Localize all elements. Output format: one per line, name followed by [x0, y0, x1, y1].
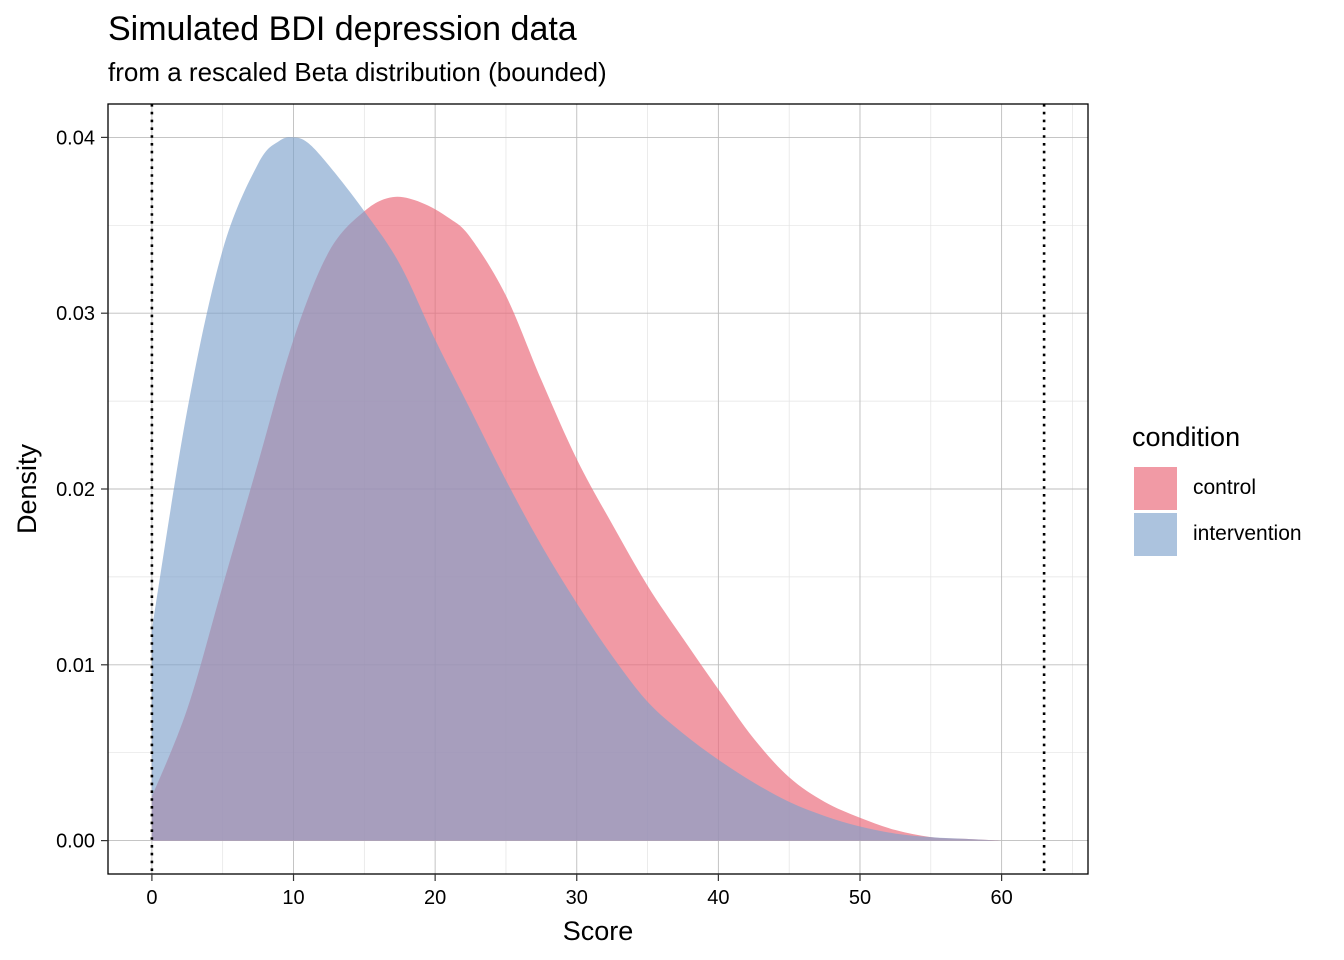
x-axis-title: Score [563, 916, 634, 946]
y-tick-label: 0.03 [56, 303, 95, 325]
boundary-lines [150, 104, 1046, 874]
legend-item-intervention: intervention [1134, 512, 1302, 556]
y-tick-label: 0.02 [56, 479, 95, 501]
x-tick-label: 0 [146, 887, 157, 909]
legend-item-control: control [1134, 466, 1256, 510]
x-tick-label: 50 [849, 887, 871, 909]
legend-key-control [1134, 466, 1177, 510]
y-tick-label: 0.04 [56, 127, 95, 149]
legend-label-intervention: intervention [1193, 522, 1302, 545]
x-tick-label: 40 [707, 887, 729, 909]
legend-label-control: control [1193, 476, 1257, 499]
density-areas [151, 137, 1002, 841]
chart-title: Simulated BDI depression data [108, 10, 577, 48]
chart-subtitle: from a rescaled Beta distribution (bound… [108, 57, 607, 87]
legend-title: condition [1132, 422, 1241, 452]
x-tick-label: 10 [282, 887, 304, 909]
axis-ticks: 0 10 20 30 40 50 60 0.00 0.01 0.02 0.03 0.04 [56, 127, 1013, 909]
density-area-intervention [151, 137, 1002, 841]
x-tick-label: 30 [566, 887, 588, 909]
y-tick-label: 0.01 [56, 655, 95, 677]
legend-key-intervention [1134, 512, 1177, 556]
x-tick-label: 60 [990, 887, 1012, 909]
y-axis-title: Density [12, 443, 42, 534]
x-tick-label: 20 [424, 887, 446, 909]
y-tick-label: 0.00 [56, 831, 95, 853]
